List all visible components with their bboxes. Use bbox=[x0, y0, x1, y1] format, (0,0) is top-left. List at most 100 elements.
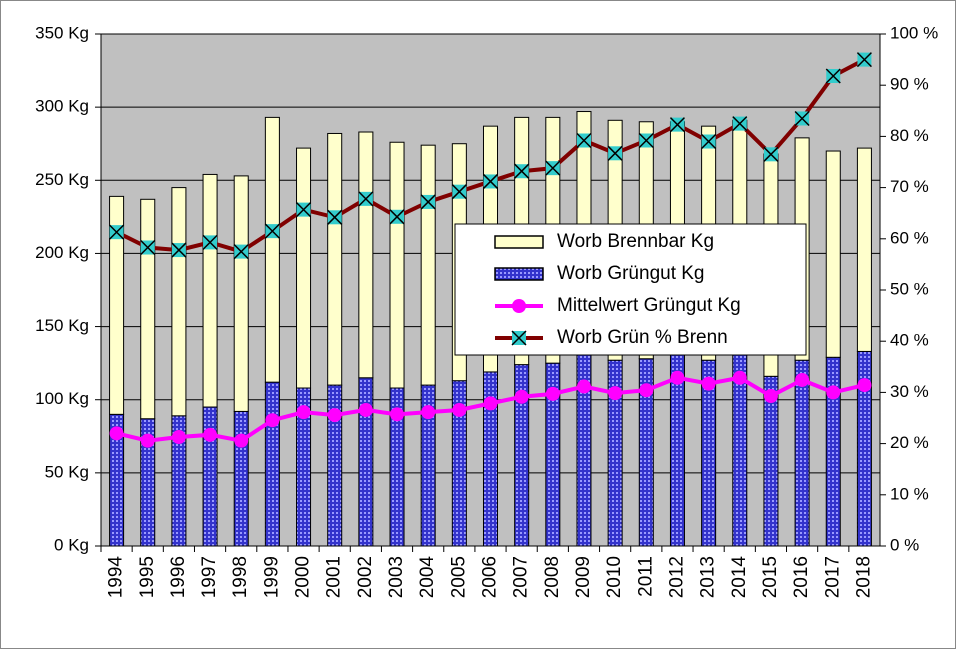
marker bbox=[140, 433, 155, 448]
x-tick-label: 1998 bbox=[230, 556, 251, 598]
marker bbox=[296, 202, 312, 218]
y2-tick-label: 50 % bbox=[890, 279, 929, 298]
legend-swatch bbox=[494, 235, 544, 249]
marker bbox=[825, 68, 841, 84]
bar bbox=[825, 150, 841, 358]
x-tick-label: 2001 bbox=[324, 556, 345, 598]
marker bbox=[482, 173, 499, 189]
marker-x bbox=[482, 173, 499, 189]
marker bbox=[670, 370, 685, 385]
x-tick-label: 2009 bbox=[573, 556, 594, 598]
marker bbox=[140, 239, 156, 256]
x-tick-label: 2012 bbox=[666, 556, 687, 598]
marker-x bbox=[171, 242, 187, 258]
marker bbox=[296, 405, 311, 420]
y-tick-label: 300 Kg bbox=[35, 97, 89, 116]
marker bbox=[732, 116, 748, 132]
x-tick-label: 1995 bbox=[137, 556, 158, 598]
x-tick-label: 2016 bbox=[791, 556, 812, 598]
marker-x bbox=[701, 133, 717, 150]
marker bbox=[327, 408, 342, 423]
y2-tick-label: 0 % bbox=[890, 535, 919, 554]
marker-x bbox=[825, 68, 841, 84]
marker-x bbox=[638, 132, 654, 149]
legend-marker bbox=[511, 330, 527, 346]
marker-x bbox=[732, 116, 748, 132]
x-tick-label: 2013 bbox=[698, 556, 719, 598]
x-tick-label: 2015 bbox=[760, 556, 781, 598]
marker bbox=[763, 146, 779, 162]
marker-x bbox=[109, 224, 125, 240]
marker-x bbox=[264, 223, 280, 239]
marker bbox=[732, 370, 747, 385]
legend-label: Worb Brennbar Kg bbox=[557, 231, 714, 252]
marker bbox=[608, 386, 623, 401]
y-tick-label: 100 Kg bbox=[35, 389, 89, 408]
legend-marker bbox=[512, 299, 526, 313]
marker bbox=[794, 110, 810, 127]
marker-x bbox=[389, 209, 405, 225]
marker bbox=[327, 209, 343, 225]
y2-tick-label: 20 % bbox=[890, 433, 929, 452]
marker bbox=[420, 194, 436, 210]
marker bbox=[389, 209, 405, 225]
marker-x bbox=[669, 117, 685, 133]
y2-tick-label: 70 % bbox=[890, 177, 929, 196]
y2-tick-label: 60 % bbox=[890, 228, 929, 247]
bar bbox=[420, 144, 436, 386]
marker-x bbox=[763, 146, 779, 162]
x-tick-label: 2018 bbox=[853, 556, 874, 598]
marker bbox=[576, 132, 592, 149]
bar bbox=[233, 410, 249, 547]
marker bbox=[545, 160, 561, 176]
x-tick-label: 2004 bbox=[417, 556, 438, 599]
marker bbox=[701, 133, 717, 150]
marker bbox=[264, 223, 280, 239]
marker bbox=[451, 184, 467, 200]
bar bbox=[264, 116, 280, 383]
bar bbox=[140, 198, 156, 420]
y-tick-label: 150 Kg bbox=[35, 316, 89, 335]
marker bbox=[514, 163, 530, 179]
bar bbox=[794, 359, 810, 547]
y2-tick-label: 10 % bbox=[890, 484, 929, 503]
marker-x bbox=[511, 330, 527, 346]
bar bbox=[389, 141, 405, 389]
marker bbox=[109, 224, 125, 240]
y2-tick-label: 30 % bbox=[890, 382, 929, 401]
marker-x bbox=[140, 239, 156, 256]
bar bbox=[856, 147, 872, 352]
marker bbox=[109, 426, 124, 441]
marker-x bbox=[296, 202, 312, 218]
marker-x bbox=[576, 132, 592, 149]
marker-x bbox=[358, 191, 374, 207]
marker-x bbox=[856, 52, 872, 68]
bar bbox=[264, 381, 280, 547]
x-tick-label: 2000 bbox=[293, 556, 314, 598]
marker-x bbox=[233, 244, 249, 260]
x-tick-label: 1997 bbox=[199, 556, 220, 598]
y-tick-label: 250 Kg bbox=[35, 170, 89, 189]
x-tick-label: 2008 bbox=[542, 556, 563, 598]
marker bbox=[576, 379, 591, 394]
bar bbox=[327, 132, 343, 386]
y2-tick-label: 100 % bbox=[890, 23, 938, 42]
legend-label: Worb Grün % Brenn bbox=[557, 327, 728, 348]
marker bbox=[358, 191, 374, 207]
legend-swatch bbox=[494, 267, 544, 281]
marker bbox=[763, 389, 778, 404]
marker bbox=[639, 383, 654, 398]
y2-tick-label: 90 % bbox=[890, 75, 929, 94]
marker bbox=[203, 427, 218, 442]
x-tick-label: 2010 bbox=[604, 556, 625, 598]
legend-label: Mittelwert Grüngut Kg bbox=[557, 295, 741, 316]
x-tick-label: 1996 bbox=[168, 556, 189, 598]
bar bbox=[202, 173, 218, 408]
bar bbox=[358, 131, 374, 379]
x-tick-label: 1994 bbox=[106, 556, 127, 599]
y-tick-label: 0 Kg bbox=[54, 535, 89, 554]
marker bbox=[483, 396, 498, 411]
marker-x bbox=[514, 163, 530, 179]
y2-tick-label: 80 % bbox=[890, 126, 929, 145]
x-tick-label: 2005 bbox=[448, 556, 469, 598]
